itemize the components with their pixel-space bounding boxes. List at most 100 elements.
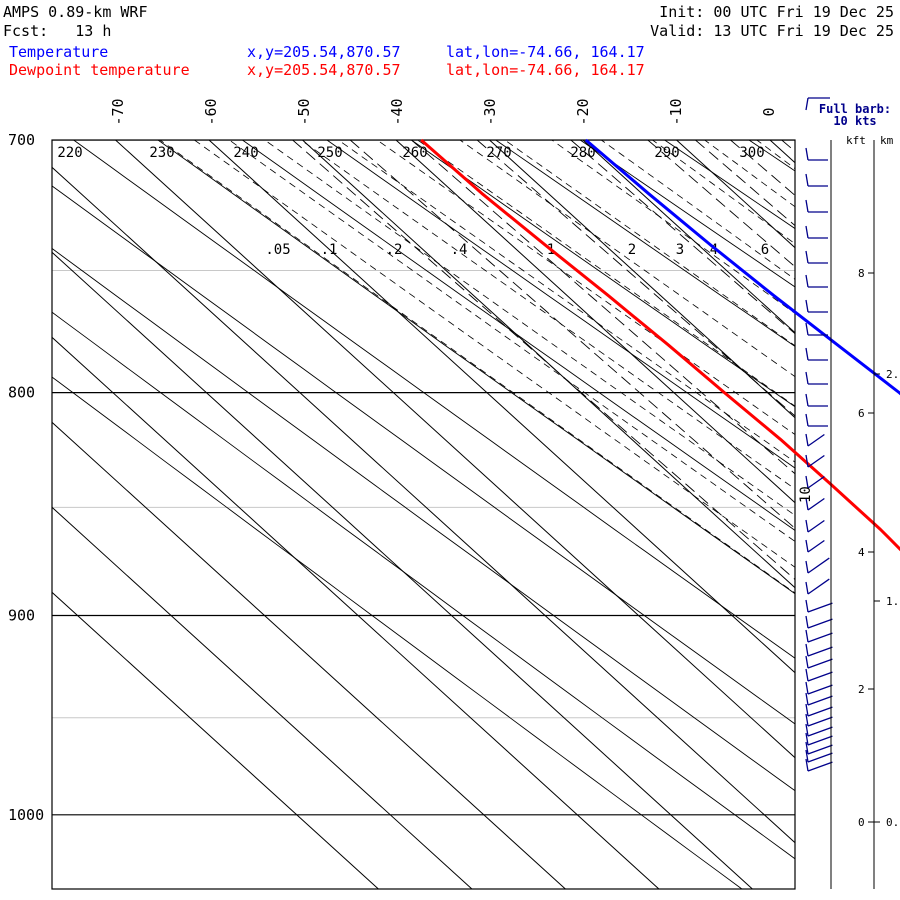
mixing-ratio-label: .1 — [321, 242, 338, 258]
wind-barb — [805, 692, 833, 706]
wind-barb-shaft — [807, 618, 833, 629]
isotherm-label: -40 — [388, 98, 406, 125]
kft-tick-label: 0 — [858, 816, 865, 829]
wind-barb-feather — [805, 713, 809, 727]
mixing-ratio-line — [781, 140, 795, 152]
wind-barb — [805, 713, 833, 727]
isotherm-line — [302, 140, 795, 589]
moist-adiabat-line — [551, 140, 795, 314]
plot-frame — [51, 139, 796, 890]
mixing-ratio-line — [292, 140, 795, 581]
wind-barb — [805, 250, 828, 264]
kft-tick-label: 2 — [858, 683, 865, 696]
pressure-tick-label: 700 — [8, 131, 35, 149]
moist-adiabat-line — [736, 85, 900, 900]
legend-dewpoint-xy: x,y=205.54,870.57 — [247, 61, 401, 79]
isotherm-line — [52, 251, 753, 889]
dry-adiabat-label: 300 — [739, 145, 764, 161]
wind-barb — [805, 703, 833, 717]
km-axis-label: km — [880, 134, 894, 147]
wind-barb-feather — [805, 599, 809, 613]
mixing-ratio-label: 4 — [710, 242, 718, 258]
moist-adiabat-line — [836, 85, 900, 900]
wind-barb — [805, 615, 833, 629]
wind-barb — [805, 299, 828, 313]
full-barb-value: 10 kts — [833, 114, 876, 128]
wind-barb — [805, 668, 833, 682]
wind-barb — [805, 274, 828, 288]
wind-barb-feather — [805, 732, 809, 746]
wind-barb — [805, 681, 833, 695]
wind-barb — [805, 413, 828, 427]
isotherm-line — [52, 421, 566, 889]
mixing-ratio-line — [730, 140, 795, 196]
moist-adiabat-line — [756, 140, 795, 170]
wind-barb-feather — [805, 749, 809, 763]
wind-barb-shaft — [807, 497, 825, 511]
moist-adiabat-line — [459, 140, 795, 378]
wind-barb — [805, 497, 825, 511]
wind-barb — [805, 519, 825, 533]
moist-adiabat-line — [504, 140, 795, 347]
wind-barb-feather — [805, 347, 809, 361]
dry-adiabat-line — [579, 140, 795, 288]
wind-barb-feather — [805, 581, 809, 595]
wind-barb — [805, 578, 830, 595]
moist-adiabat-line — [300, 140, 795, 490]
wind-barb-feather — [805, 758, 809, 772]
km-tick-label: 2. — [886, 368, 899, 381]
mixing-ratio-label: .2 — [386, 242, 403, 258]
wind-barb-feather — [805, 519, 809, 533]
dry-adiabat-label: 290 — [654, 145, 679, 161]
moist-adiabat-line — [228, 140, 795, 542]
wind-barb-feather — [805, 475, 809, 489]
legend-wind-barb — [805, 97, 830, 111]
mixing-ratio-line — [476, 140, 795, 417]
dewpoint-profile — [420, 138, 900, 552]
dry-adiabat-label: 230 — [149, 145, 174, 161]
wind-barb-shaft — [807, 761, 833, 772]
isotherm-line — [582, 140, 795, 334]
isotherm-line — [769, 140, 795, 164]
isotherm-label: -50 — [295, 98, 313, 125]
mixing-ratio-label: 3 — [676, 242, 684, 258]
wind-barb-feather — [805, 629, 809, 643]
dry-adiabat-line — [410, 140, 795, 408]
mixing-ratio-label: 2 — [628, 242, 636, 258]
mixing-ratio-label: 6 — [761, 242, 769, 258]
wind-barb-feather — [805, 173, 809, 187]
wind-barb — [805, 539, 825, 553]
legend-dewpoint-label: Dewpoint temperature — [9, 61, 190, 79]
wind-barb — [805, 347, 828, 361]
isotherm-line — [52, 591, 379, 889]
wind-barb-shaft — [807, 632, 833, 643]
isotherm-line — [115, 140, 795, 759]
wind-barb-feather — [805, 250, 809, 264]
wind-scale-label: 10 — [798, 486, 814, 503]
wind-barb — [805, 433, 825, 447]
mixing-ratio-line — [411, 140, 795, 475]
dry-adiabat-line — [752, 85, 900, 900]
dry-adiabat-line — [326, 140, 795, 469]
isotherm-label: -60 — [202, 98, 220, 125]
mixing-ratio-line — [570, 140, 795, 335]
moist-adiabat-line — [337, 140, 795, 463]
wind-barb-shaft — [807, 539, 825, 553]
wind-barb-feather — [805, 413, 809, 427]
wind-barb-shaft — [807, 433, 825, 447]
wind-barb-shaft — [807, 716, 833, 727]
wind-barb-feather — [805, 454, 809, 468]
wind-barb — [805, 749, 833, 763]
wind-barb — [805, 741, 833, 755]
wind-barb — [805, 147, 828, 161]
wind-barb-feather — [805, 723, 809, 737]
dry-adiabat-line — [52, 247, 795, 792]
isotherm-line — [395, 140, 795, 504]
mixing-ratio-label: .05 — [265, 242, 290, 258]
wind-barb-shaft — [807, 646, 833, 657]
moist-adiabat-line — [193, 140, 795, 568]
wind-barb-shaft — [807, 706, 833, 717]
forecast-hour: Fcst: 13 h — [3, 22, 112, 40]
isotherm-label: -20 — [574, 98, 592, 125]
moist-adiabat-line — [264, 140, 795, 516]
